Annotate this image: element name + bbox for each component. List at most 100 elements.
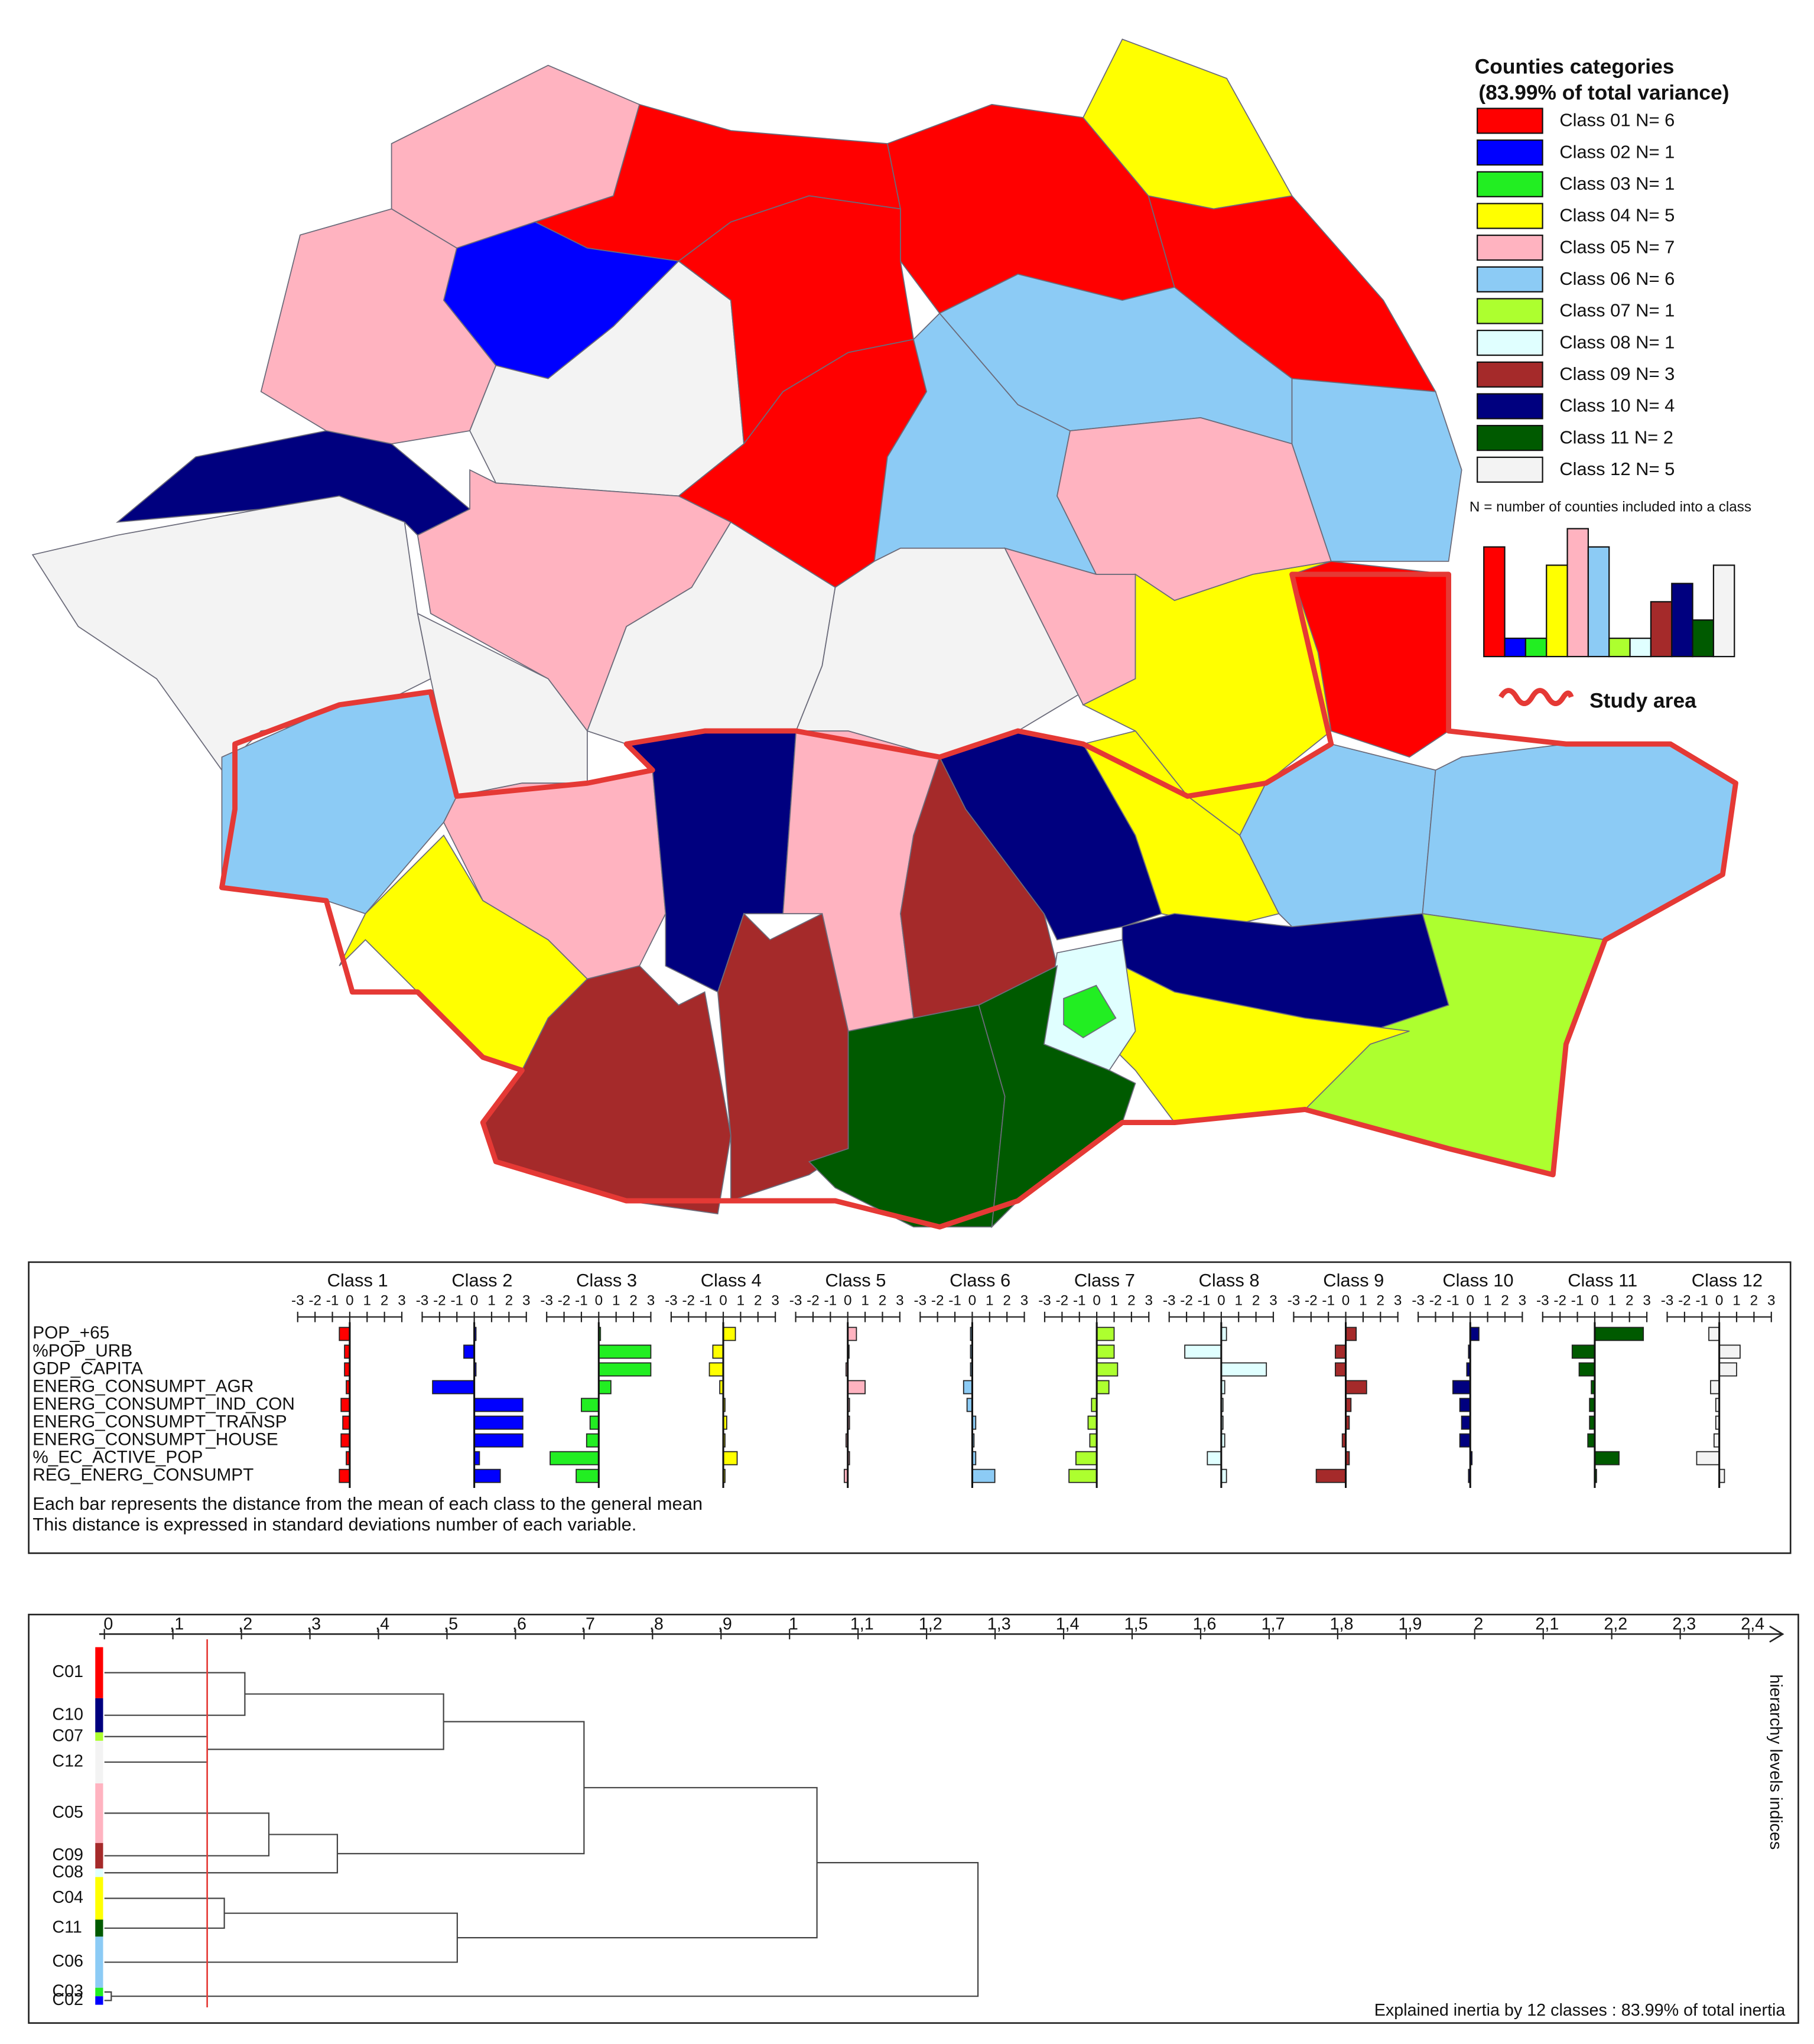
profile-bar [581, 1398, 600, 1412]
dendrogram-tick-label: ,9 [718, 1614, 732, 1633]
merge [111, 1862, 979, 1997]
profile-tick-label: -1 [824, 1293, 837, 1309]
profile-tick-label: 2 [505, 1293, 513, 1309]
class-title: Class 7 [1074, 1270, 1135, 1291]
dendrogram-tick-label: 0 [103, 1614, 113, 1633]
profile-bar [971, 1468, 996, 1483]
dendrogram-tick-label: 1,4 [1056, 1614, 1080, 1633]
merge [104, 1912, 458, 1963]
profile-tick-label: 2 [754, 1293, 762, 1309]
profile-bar [1587, 1433, 1595, 1448]
profile-tick-label: -2 [433, 1293, 446, 1309]
legend-label: Class 10 N= 4 [1559, 395, 1675, 416]
profile-bar [589, 1415, 600, 1430]
leaf-label: C02 [52, 1990, 83, 2009]
profile-tick-label: 0 [595, 1293, 603, 1309]
profile-bar [432, 1380, 475, 1395]
county [808, 1004, 1006, 1228]
profile-bar [473, 1468, 501, 1483]
profile-tick-label: -1 [948, 1293, 961, 1309]
profile-bar [712, 1344, 724, 1359]
profile-tick-label: 2 [381, 1293, 389, 1309]
legend-swatch [1477, 298, 1543, 324]
dendrogram-tick-label: 2 [1474, 1614, 1483, 1633]
profile-bar [1710, 1380, 1720, 1395]
profile-tick-label: 1 [1110, 1293, 1119, 1309]
profile-tick-label: -3 [540, 1293, 553, 1309]
leaf-label: C11 [52, 1918, 82, 1937]
profile-bar [1207, 1451, 1222, 1465]
legend-swatch [1477, 139, 1543, 166]
profile-bar [1594, 1451, 1620, 1465]
profile-bar [1345, 1380, 1367, 1395]
legend-swatch [1477, 361, 1543, 388]
profile-tick-label: 3 [398, 1293, 406, 1309]
profile-bar [463, 1344, 475, 1359]
merge [104, 1991, 112, 2001]
profile-tick-label: -1 [1322, 1293, 1335, 1309]
dendrogram-tick-label: 1,1 [850, 1614, 874, 1633]
count-bar [1566, 528, 1589, 658]
county [1063, 984, 1117, 1039]
class-title: Class 10 [1442, 1270, 1513, 1291]
profile-tick-label: 2 [879, 1293, 887, 1309]
profile-tick-label: 3 [1519, 1293, 1527, 1309]
profile-tick-label: 0 [470, 1293, 479, 1309]
leaf-strip [95, 1740, 103, 1783]
leaf-label: C07 [52, 1726, 83, 1745]
legend-swatch [1477, 235, 1543, 261]
count-bar [1608, 638, 1631, 658]
profile-bar [1459, 1398, 1471, 1412]
profile-bar [1096, 1344, 1115, 1359]
dendrogram-tick-label: ,4 [375, 1614, 389, 1633]
leaf-label: C04 [52, 1888, 83, 1907]
profile-tick-label: -3 [1163, 1293, 1176, 1309]
profile-tick-label: -1 [1446, 1293, 1459, 1309]
profile-tick-label: -2 [807, 1293, 820, 1309]
legend-title: Counties categories [1475, 55, 1675, 78]
profile-tick-label: -1 [575, 1293, 588, 1309]
class-title: Class 1 [327, 1270, 388, 1291]
profile-bar [1096, 1362, 1119, 1377]
profile-tick-label: 1 [986, 1293, 994, 1309]
leaf-label: C06 [52, 1952, 83, 1971]
county [482, 965, 732, 1215]
profile-tick-label: -1 [1695, 1293, 1708, 1309]
profile-bar [550, 1451, 600, 1465]
dendrogram-tick-label: 1,9 [1398, 1614, 1422, 1633]
profile-bar [1345, 1327, 1357, 1341]
profile-bar [708, 1362, 724, 1377]
variable-label: ENERG_CONSUMPT_TRANSP [32, 1412, 287, 1431]
profile-tick-label: -3 [914, 1293, 927, 1309]
legend-label: Class 06 N= 6 [1559, 268, 1675, 289]
legend-note: N = number of counties included into a c… [1470, 499, 1751, 515]
county [1291, 560, 1449, 758]
profile-tick-label: 1 [861, 1293, 869, 1309]
class-title: Class 2 [451, 1270, 512, 1291]
count-bar [1483, 546, 1506, 658]
profile-tick-label: 3 [1269, 1293, 1277, 1309]
merge [104, 1812, 270, 1857]
legend: Counties categories (83.99% of total var… [1470, 55, 1751, 712]
profile-tick-label: -2 [931, 1293, 944, 1309]
profile-tick-label: 2 [1501, 1293, 1509, 1309]
profile-tick-label: 3 [1767, 1293, 1776, 1309]
profile-tick-label: -2 [1056, 1293, 1069, 1309]
profile-tick-label: -1 [1073, 1293, 1086, 1309]
profile-bar [1315, 1468, 1347, 1483]
profile-bar [586, 1433, 600, 1448]
leaf-strip [95, 1842, 103, 1869]
leaf-strip [95, 1783, 103, 1843]
profile-bar [1335, 1362, 1347, 1377]
profile-tick-label: -3 [665, 1293, 678, 1309]
profile-bar [1075, 1451, 1098, 1465]
profile-tick-label: -3 [416, 1293, 429, 1309]
profile-bar [576, 1468, 600, 1483]
merge [337, 1721, 585, 1854]
profile-tick-label: 0 [1591, 1293, 1599, 1309]
profile-tick-label: -3 [1288, 1293, 1301, 1309]
profile-bar [1335, 1344, 1347, 1359]
class-title: Class 8 [1199, 1270, 1260, 1291]
caption: This distance is expressed in standard d… [32, 1514, 636, 1535]
